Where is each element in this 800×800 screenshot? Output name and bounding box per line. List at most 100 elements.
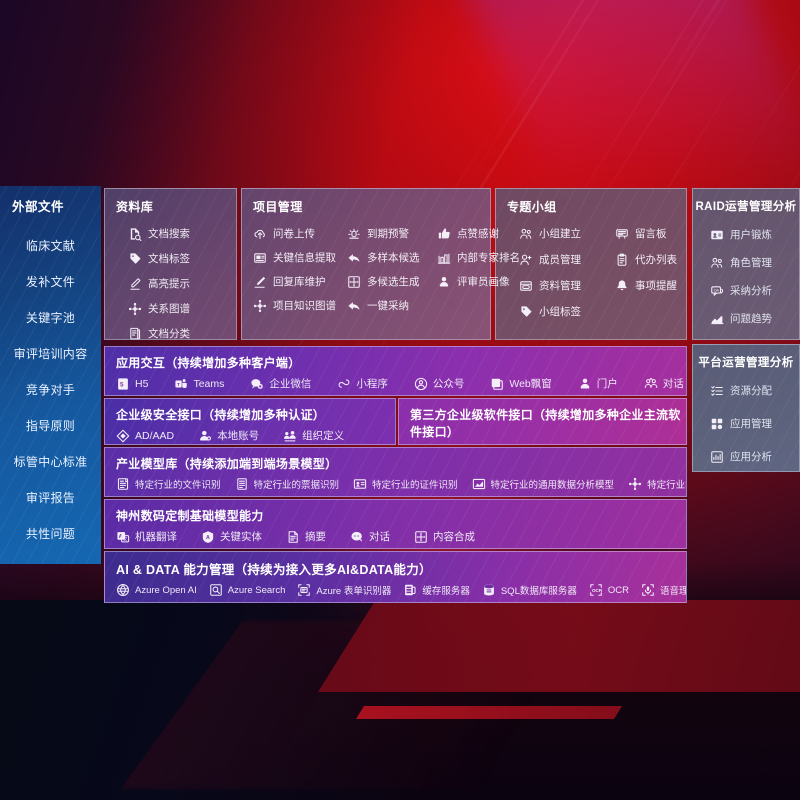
library-item[interactable]: 文档搜索 [127,222,228,245]
raid-item[interactable]: 角色管理 [709,251,791,274]
platform-item[interactable]: 资源分配 [709,379,791,402]
ai-data-item[interactable]: 缓存服务器 [403,583,470,597]
miniprogram-icon [337,377,351,391]
project-item[interactable]: 内部专家排名 [436,246,520,269]
project-item[interactable]: 评审员画像 [436,270,520,293]
interaction-label: H5 [135,377,149,390]
band-dcits-title: 神州数码定制基础模型能力 [116,509,264,523]
group-label: 小组标签 [539,306,581,318]
platform-item[interactable]: 应用分析 [709,445,791,468]
sidebar-item[interactable]: 临床文献 [25,238,76,253]
person-portrait-icon [436,274,451,289]
industry-model-label: 特定行业的票据识别 [253,480,340,491]
sidebar-item[interactable]: 指导原则 [25,418,76,433]
interaction-item[interactable]: Web飘窗 [490,376,552,391]
sidebar-item[interactable]: 竞争对手 [25,382,76,397]
library-item[interactable]: 文档标签 [127,247,228,270]
security-item[interactable]: AD/AAD [116,429,174,443]
entity-icon: A [201,530,215,544]
sidebar-item[interactable]: 共性问题 [25,526,76,541]
project-item[interactable]: 一键采纳 [346,294,434,317]
dcits-label: 对话 [369,531,390,543]
interaction-label: Teams [193,377,225,390]
raid-item[interactable]: 问题趋势 [709,307,791,330]
ai-data-label: 缓存服务器 [422,586,470,597]
sidebar-item[interactable]: 发补文件 [25,274,76,289]
group-item[interactable]: 小组标签 [518,300,614,323]
project-label: 项目知识图谱 [273,300,336,312]
group-item[interactable]: 留言板 [614,222,678,245]
interaction-item[interactable]: 小程序 [337,376,388,391]
library-label: 高亮提示 [148,278,190,290]
industry-model-item[interactable]: 特定行业的通用数据分析模型 [472,477,615,491]
project-item[interactable]: 点赞感谢 [436,222,520,245]
panel-raid-grid: 用户锻炼角色管理 QA 采纳分析 问题趋势 [693,214,799,330]
interaction-item[interactable]: 5 H5 [116,377,148,391]
band-interaction-title: 应用交互（持续增加多种客户端） [116,356,301,370]
sidebar-item[interactable]: 审评报告 [25,490,76,505]
library-item[interactable]: 高亮提示 [127,272,228,295]
ai-data-item[interactable]: Azure Open AI [116,583,197,597]
id-recognition-icon [353,477,367,491]
dcits-item[interactable]: A 文机器翻译 [116,529,177,544]
interaction-item[interactable]: 门户 [578,376,618,391]
ai-data-item[interactable]: 语音理解 [641,583,686,597]
security-item[interactable]: 组织定义 [283,428,344,443]
project-item[interactable]: 问卷上传 [252,222,344,245]
library-item[interactable]: 关系图谱 [127,297,228,320]
group-item[interactable]: 资料管理 [518,274,614,297]
app-analysis-icon [709,449,724,464]
sidebar-item[interactable]: 审评培训内容 [13,346,88,361]
interaction-item[interactable]: 公众号 [414,376,464,391]
search-box-icon [209,583,223,597]
sidebar-item[interactable]: 标管中心标准 [13,454,88,469]
project-item[interactable]: 多样本候选 [346,246,434,269]
industry-model-item[interactable]: 特定行业的票据识别 [235,477,340,491]
svg-text:OCR: OCR [592,588,603,593]
group-item[interactable]: 成员管理 [518,248,614,271]
cloud-upload-icon [252,226,267,241]
azure-ad-icon [116,429,130,443]
raid-label: 角色管理 [730,257,772,269]
dcits-item[interactable]: 摘要 [286,529,326,544]
official-account-icon [414,377,428,391]
ai-data-item[interactable]: Azure Search [209,583,285,597]
clipboard-list-icon [614,252,629,267]
project-item[interactable]: 多候选生成 [346,270,434,293]
interaction-item[interactable]: 对话 [644,376,684,391]
tag-icon [127,251,142,266]
industry-model-item[interactable]: 特定行业的文件识别 [116,477,221,491]
dcits-item[interactable]: 内容合成 [414,529,475,544]
apps-grid-icon [709,416,724,431]
library-item[interactable]: 文档分类 [127,322,228,345]
raid-item[interactable]: QA 采纳分析 [709,279,791,302]
raid-item[interactable]: 用户锻炼 [709,223,791,246]
dcits-item[interactable]: A 关键实体 [201,529,262,544]
project-label: 到期预警 [367,228,409,240]
dcits-item[interactable]: 对话 [350,529,390,544]
project-label: 内部专家排名 [457,252,520,264]
group-item[interactable]: 小组建立 [518,222,614,245]
project-item[interactable]: 到期预警 [346,222,434,245]
industry-model-item[interactable]: 特定行业的证件识别 [353,477,458,491]
security-item[interactable]: 本地账号 [198,428,259,443]
band-security: 企业级安全接口（持续增加多种认证） AD/AAD 本地账号 组织定义 [104,398,396,445]
summary-doc-icon [286,530,300,544]
platform-item[interactable]: 应用管理 [709,412,791,435]
interaction-item[interactable]: 企业微信 [250,376,311,391]
ai-data-item[interactable]: OCR OCR [589,583,629,597]
industry-model-label: 特定行业的通用数据分析模型 [490,480,615,491]
sidebar-item[interactable]: 关键字池 [25,310,76,325]
project-item[interactable]: 关键信息提取 [252,246,344,269]
group-item[interactable]: 事项提醒 [614,274,678,297]
industry-model-item[interactable]: 特定行业的通用知识图谱模型 [628,477,686,491]
project-item[interactable]: 回复库维护 [252,270,344,293]
ai-data-item[interactable]: SQL数据库服务器 [482,583,577,597]
interaction-item[interactable]: T Teams [174,377,224,391]
portal-person-icon [578,377,592,391]
svg-text:T: T [177,381,180,387]
project-item[interactable]: 项目知识图谱 [252,294,344,317]
organization-icon [283,429,297,443]
ai-data-item[interactable]: Azure 表单识别器 [297,583,391,597]
group-item[interactable]: 代办列表 [614,248,678,271]
